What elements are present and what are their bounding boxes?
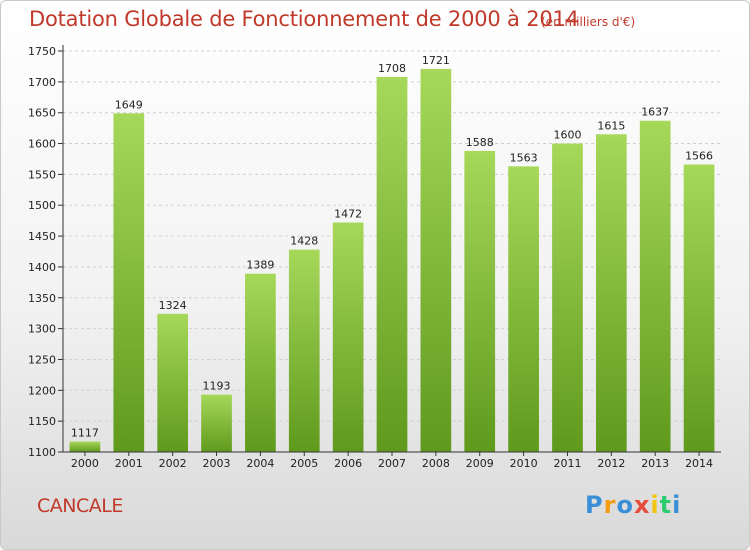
bar (639, 120, 671, 452)
y-tick-label: 1700 (28, 76, 56, 89)
y-tick-label: 1150 (28, 415, 56, 428)
y-tick-label: 1650 (28, 107, 56, 120)
y-tick-label: 1250 (28, 353, 56, 366)
data-label: 1566 (685, 150, 713, 163)
y-tick-label: 1200 (28, 384, 56, 397)
logo-letter: t (659, 491, 673, 519)
bar (508, 166, 539, 452)
x-tick-label: 2003 (203, 457, 231, 470)
x-tick-label: 2012 (597, 457, 625, 470)
data-label: 1428 (290, 235, 318, 248)
data-label: 1588 (466, 136, 494, 149)
data-label: 1600 (553, 129, 581, 142)
logo-letter: x (633, 491, 651, 519)
data-label: 1637 (641, 106, 669, 119)
data-label: 1117 (71, 427, 99, 440)
data-label: 1649 (115, 98, 143, 111)
bar (332, 222, 364, 452)
data-label: 1324 (159, 299, 187, 312)
bar (464, 150, 496, 453)
x-tick-label: 2000 (71, 457, 99, 470)
x-tick-label: 2004 (246, 457, 274, 470)
chart-title: Dotation Globale de Fonctionnement de 20… (29, 7, 579, 31)
y-tick-label: 1600 (28, 138, 56, 151)
data-label: 1615 (597, 119, 625, 132)
x-tick-label: 2002 (159, 457, 187, 470)
bar (245, 273, 276, 452)
bar (69, 441, 101, 452)
y-tick-label: 1750 (28, 45, 56, 58)
logo-letter: o (616, 491, 634, 519)
data-label: 1472 (334, 208, 362, 221)
data-label: 1721 (422, 54, 450, 67)
bar (288, 249, 320, 452)
city-name: CANCALE (37, 495, 123, 517)
units-label: (en milliers d'€) (541, 15, 636, 29)
logo-letter: P (585, 491, 604, 519)
bar (201, 394, 232, 452)
bar (683, 164, 715, 452)
x-tick-label: 2006 (334, 457, 362, 470)
data-labels: 1117 1649 1324 1193 1389 1428 1472 1708 1721 1588… (71, 54, 713, 440)
bars (69, 68, 715, 453)
x-tick-label: 2011 (553, 457, 581, 470)
bar (552, 143, 583, 453)
logo-letter: r (603, 491, 617, 519)
bar (420, 68, 452, 452)
x-tick-label: 2014 (685, 457, 713, 470)
y-tick-label: 1100 (28, 446, 56, 459)
y-tick-label: 1500 (28, 199, 56, 212)
x-tick-label: 2013 (641, 457, 669, 470)
data-label: 1708 (378, 62, 406, 75)
x-tick-label: 2001 (115, 457, 143, 470)
bar (157, 313, 189, 452)
y-tick-label: 1400 (28, 261, 56, 274)
y-tick-label: 1450 (28, 230, 56, 243)
y-tick-label: 1550 (28, 168, 56, 181)
logo-letter: i (650, 491, 660, 519)
logo-letter: i (672, 491, 682, 519)
proxiti-logo: Proxiti (585, 491, 681, 519)
x-tick-label: 2009 (466, 457, 494, 470)
x-tick-label: 2010 (510, 457, 538, 470)
bar (113, 113, 145, 452)
y-tick-label: 1300 (28, 323, 56, 336)
data-label: 1563 (510, 151, 538, 164)
x-tick-label: 2007 (378, 457, 406, 470)
data-label: 1193 (203, 380, 231, 393)
data-label: 1389 (246, 259, 274, 272)
x-tick-label: 2008 (422, 457, 450, 470)
bar (595, 134, 627, 453)
axes: 1100 1150 1200 1250 1300 1350 1400 1450 1500 1550… (28, 45, 721, 470)
y-tick-label: 1350 (28, 292, 56, 305)
x-tick-label: 2005 (290, 457, 318, 470)
bar (376, 76, 408, 452)
